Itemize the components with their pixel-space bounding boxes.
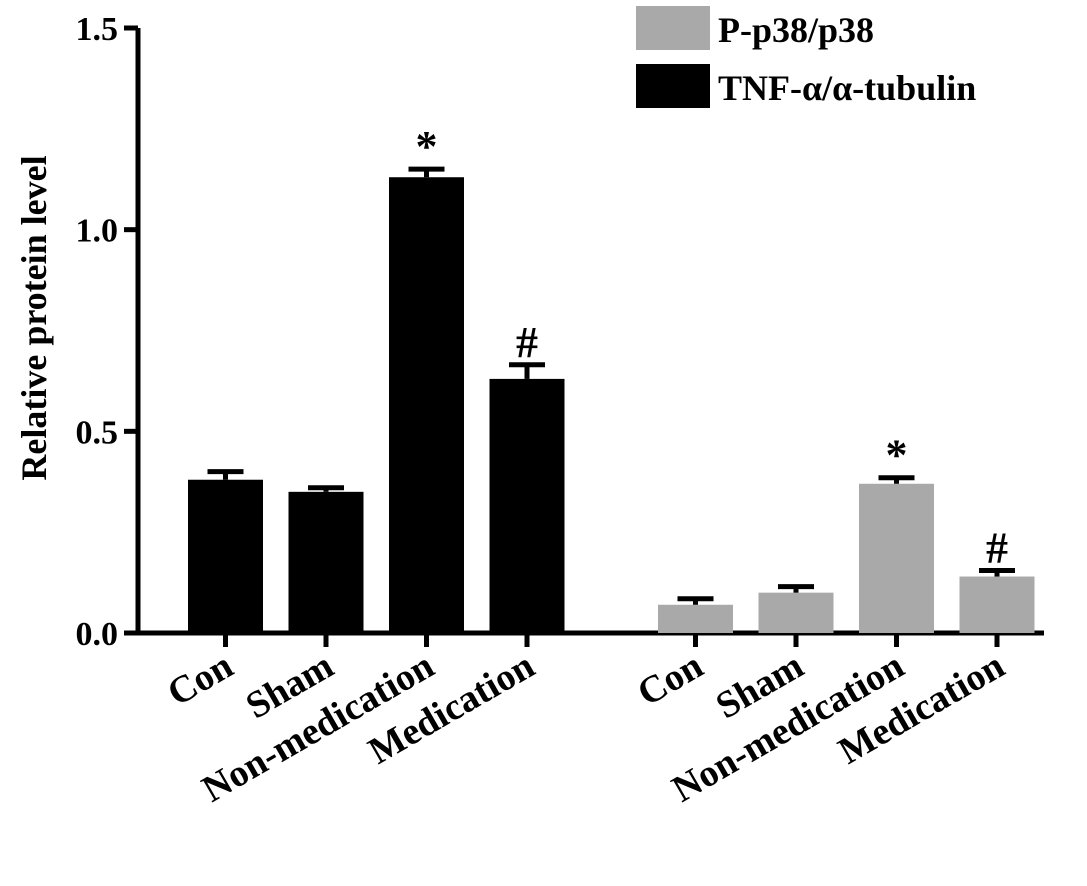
significance-marker: * xyxy=(886,431,908,480)
y-tick-label: 1.0 xyxy=(76,213,119,250)
x-tick-label: Con xyxy=(630,644,710,714)
bar xyxy=(188,479,263,633)
legend-swatch xyxy=(636,6,710,50)
significance-marker: # xyxy=(516,318,538,367)
bar xyxy=(758,592,834,633)
significance-marker: # xyxy=(986,523,1008,572)
legend-label: P-p38/p38 xyxy=(718,10,874,50)
legend: P-p38/p38 TNF-α/α-tubulin xyxy=(636,6,976,108)
legend-label: TNF-α/α-tubulin xyxy=(718,68,976,108)
bar xyxy=(859,483,934,633)
y-axis-label: Relative protein level xyxy=(14,155,54,480)
bar xyxy=(389,177,464,633)
legend-swatch xyxy=(636,64,710,108)
y-tick-label: 0.0 xyxy=(76,616,119,653)
y-tick-label: 1.5 xyxy=(76,11,119,48)
x-tick-label: Con xyxy=(160,644,240,714)
bar xyxy=(959,576,1035,633)
bar xyxy=(658,604,733,633)
y-tick-label: 0.5 xyxy=(76,414,119,451)
bars: * # * # xyxy=(188,122,1035,647)
bar xyxy=(489,378,565,633)
bar xyxy=(288,491,364,633)
significance-marker: * xyxy=(416,122,438,171)
